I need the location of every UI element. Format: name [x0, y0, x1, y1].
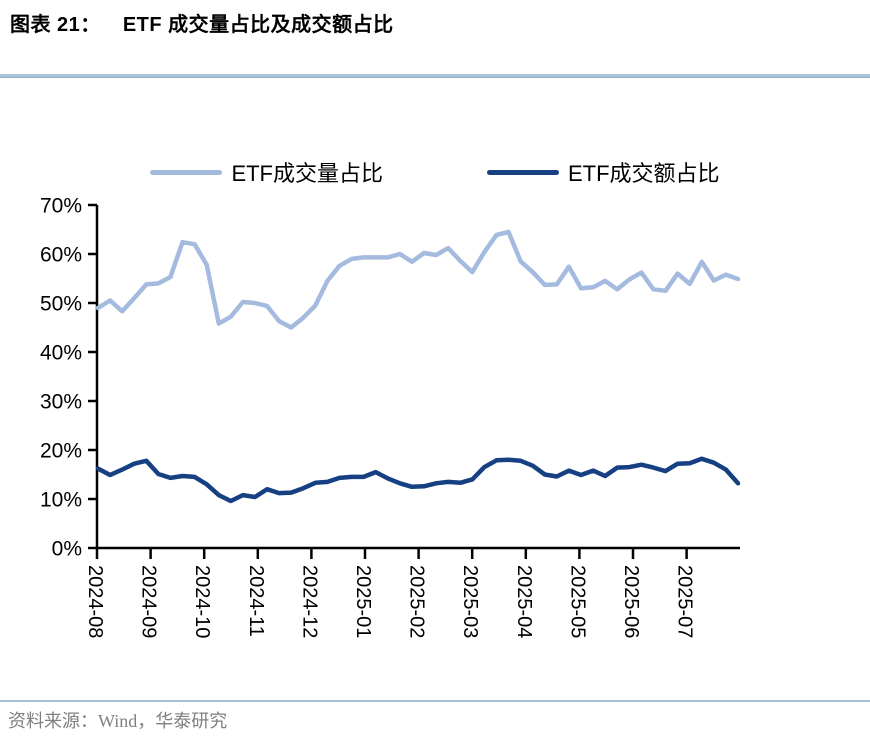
x-tick-label: 2025-07 [674, 565, 696, 638]
y-tick-label: 70% [40, 195, 82, 218]
axis [95, 205, 740, 550]
y-tick-label: 50% [40, 293, 82, 316]
y-tick-label: 20% [40, 440, 82, 463]
legend-swatch-volume-share [150, 169, 223, 175]
figure-name: ETF 成交量占比及成交额占比 [122, 14, 394, 36]
legend-item-value-share: ETF成交额占比 [487, 156, 720, 188]
x-tick-label: 2025-02 [406, 565, 428, 638]
series-line-1 [95, 456, 741, 504]
x-tick-label: 2024-10 [191, 565, 213, 638]
line-chart: 0%10%20%30%40%50%60%70% 2024-08 2024-09 20… [40, 195, 741, 638]
figure-title: 图表 21： ETF 成交量占比及成交额占比 [10, 8, 394, 37]
legend-swatch-value-share [487, 169, 559, 175]
x-tick-label: 2024-12 [298, 565, 320, 638]
y-tick-label: 60% [40, 244, 82, 267]
y-tick-label: 10% [40, 489, 82, 512]
source-note: 资料来源：Wind，华泰研究 [8, 711, 228, 731]
x-tick-label: 2025-01 [352, 565, 374, 638]
figure-number-label: 图表 21： [10, 14, 101, 36]
x-tick-label: 2024-11 [245, 565, 267, 637]
x-tick-label: 2024-08 [84, 565, 106, 638]
x-tick-label: 2024-09 [138, 565, 160, 638]
y-axis-ticks: 0% 10% 20% 30% 40% 50% 60% 70% [40, 195, 97, 561]
chart-legend: ETF成交量占比 ETF成交额占比 [0, 156, 870, 188]
legend-label-value-share: ETF成交额占比 [568, 161, 720, 186]
x-tick-label: 2025-05 [566, 565, 588, 638]
footer-divider [0, 700, 870, 702]
y-tick-label: 0% [52, 538, 82, 561]
y-tick-label: 30% [40, 391, 82, 414]
x-tick-label: 2025-04 [513, 565, 535, 638]
legend-label-volume-share: ETF成交量占比 [231, 161, 383, 186]
series-lines [95, 229, 741, 504]
x-axis-ticks: 2024-08 2024-09 2024-10 2024-11 2024-12 2025-… [84, 548, 696, 638]
series-line-0 [95, 229, 741, 330]
top-divider [0, 74, 870, 78]
y-tick-label: 40% [40, 342, 82, 365]
legend-item-volume-share: ETF成交量占比 [150, 156, 383, 188]
x-tick-label: 2025-06 [620, 565, 642, 638]
x-tick-label: 2025-03 [459, 565, 481, 638]
